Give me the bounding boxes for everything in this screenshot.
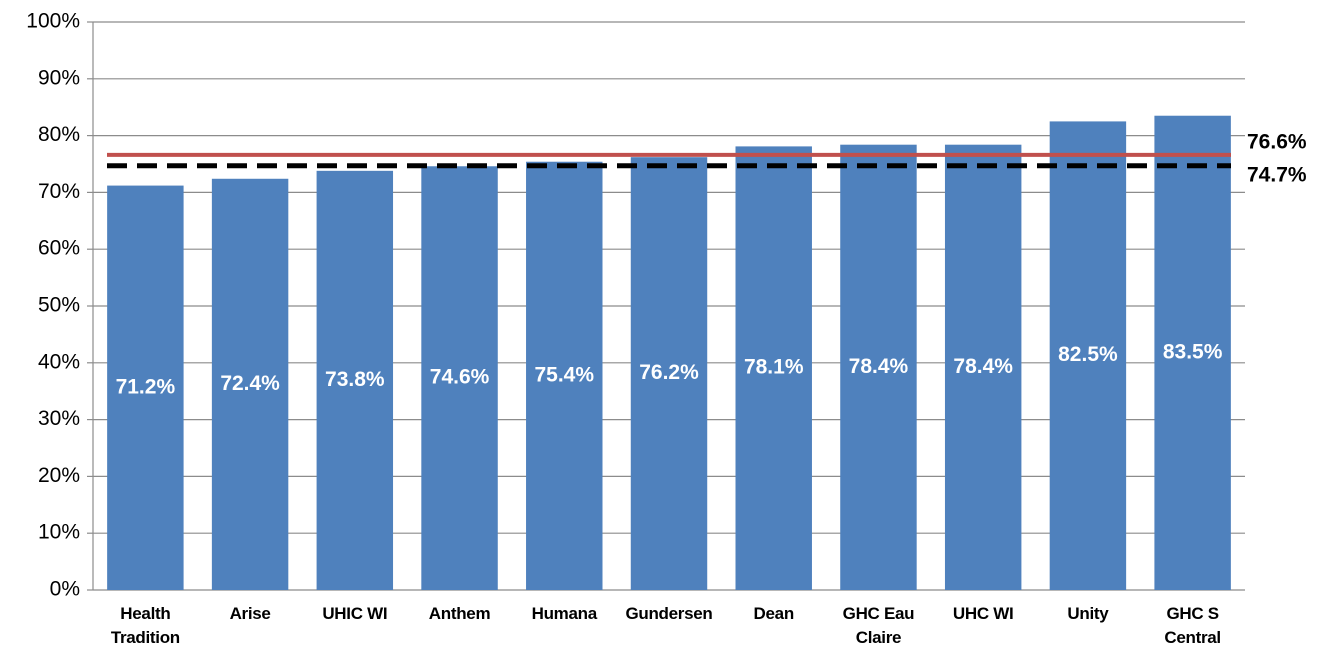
x-tick-label: GHC S Central <box>1164 604 1221 647</box>
value-label: 73.8% <box>325 368 385 391</box>
value-label: 72.4% <box>220 372 280 395</box>
y-tick-label: 80% <box>38 123 80 146</box>
x-tick-label: Humana <box>531 604 598 623</box>
x-tick-label: UHIC WI <box>322 604 388 623</box>
bar <box>840 144 917 591</box>
x-tick-label: Health Tradition <box>110 604 180 647</box>
bar <box>107 185 184 591</box>
value-label: 76.2% <box>639 361 699 384</box>
value-label: 82.5% <box>1058 343 1118 366</box>
x-tick-label: Unity <box>1067 604 1109 623</box>
y-tick-label: 50% <box>38 294 80 317</box>
bar <box>630 157 708 590</box>
y-tick-label: 0% <box>50 578 80 601</box>
value-label: 78.1% <box>744 356 804 379</box>
y-tick-label: 100% <box>26 10 80 33</box>
bar <box>316 170 394 591</box>
x-tick-label: Anthem <box>428 604 491 623</box>
bar <box>211 178 289 590</box>
value-label: 78.4% <box>849 355 909 378</box>
x-tick-label: Arise <box>229 604 271 623</box>
value-label: 71.2% <box>116 375 176 398</box>
x-tick-label: Gundersen <box>625 604 713 623</box>
x-tick-label: Dean <box>753 604 795 623</box>
y-tick-label: 20% <box>38 464 80 487</box>
bar <box>1154 115 1231 590</box>
y-tick-label: 90% <box>38 66 80 89</box>
y-tick-label: 70% <box>38 180 80 203</box>
y-tick-label: 10% <box>38 521 80 544</box>
reference-label: 74.7% <box>1247 163 1307 186</box>
value-label: 74.6% <box>430 366 490 389</box>
value-label: 83.5% <box>1163 340 1223 363</box>
value-label: 78.4% <box>953 355 1013 378</box>
bar <box>526 161 603 590</box>
y-tick-label: 40% <box>38 350 80 373</box>
y-tick-label: 60% <box>38 237 80 260</box>
value-label: 75.4% <box>534 363 594 386</box>
bar <box>735 146 812 590</box>
bar <box>421 166 498 590</box>
bar <box>1049 121 1127 591</box>
reference-label: 76.6% <box>1247 130 1307 153</box>
bar <box>944 144 1022 591</box>
x-tick-label: UHC WI <box>952 604 1014 623</box>
x-tick-label: GHC Eau Claire <box>842 604 915 647</box>
y-tick-label: 30% <box>38 407 80 430</box>
